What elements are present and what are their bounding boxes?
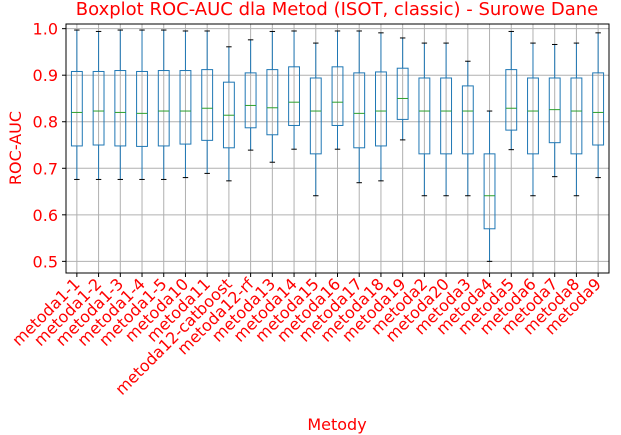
iqr-box	[440, 77, 453, 155]
box-metoda1-3	[114, 29, 127, 180]
box-metoda17	[353, 30, 366, 184]
box-metoda11	[201, 30, 214, 174]
box-metoda1-4	[136, 29, 148, 180]
y-tick-label: 0.5	[33, 252, 58, 271]
iqr-box	[483, 153, 496, 230]
y-tick-label: 0.6	[33, 206, 58, 225]
box-metoda20	[440, 42, 453, 197]
box-metoda1-5	[157, 29, 170, 180]
box-metoda5	[505, 30, 518, 151]
iqr-box	[505, 69, 518, 131]
y-tick-label: 0.9	[33, 66, 58, 85]
y-tick-label: 0.8	[33, 113, 58, 132]
iqr-box	[179, 70, 192, 145]
iqr-box	[92, 70, 105, 146]
y-axis-ticks: 0.5 0.6 0.7 0.8 0.9 1.0	[33, 20, 66, 271]
box-metoda7	[548, 43, 561, 178]
iqr-box	[396, 67, 409, 120]
chart-title: Boxplot ROC-AUC dla Metod (ISOT, classic…	[76, 0, 598, 20]
box-metoda3	[461, 60, 474, 197]
box-metoda19	[396, 37, 409, 141]
iqr-box	[548, 77, 561, 144]
iqr-box	[418, 77, 431, 155]
box-metoda1-2	[92, 30, 105, 180]
box-metoda10	[179, 30, 192, 179]
iqr-box	[375, 71, 387, 147]
y-tick-label: 0.7	[33, 159, 58, 178]
box-metoda6	[527, 42, 539, 197]
box-metoda14	[288, 30, 300, 150]
iqr-box	[244, 72, 257, 129]
iqr-box	[592, 72, 605, 146]
iqr-box	[331, 66, 344, 126]
box-metoda8	[570, 42, 583, 197]
box-metoda13	[266, 30, 279, 163]
iqr-box	[570, 77, 583, 155]
box-metoda2	[418, 42, 431, 197]
box-metoda18	[375, 32, 387, 182]
iqr-box	[527, 77, 539, 155]
iqr-box	[114, 70, 127, 147]
iqr-box	[70, 70, 83, 147]
box-metoda4	[483, 110, 496, 262]
boxes	[70, 29, 605, 262]
box-metoda9	[592, 32, 605, 179]
box-metoda12-catboost	[222, 46, 235, 182]
box-metoda16	[331, 30, 344, 150]
iqr-box	[201, 69, 214, 141]
box-metoda15	[309, 42, 322, 197]
iqr-box	[157, 70, 170, 147]
y-axis-label: ROC-AUC	[6, 111, 25, 185]
iqr-box	[309, 77, 322, 155]
y-tick-label: 1.0	[33, 20, 58, 39]
iqr-box	[288, 66, 300, 126]
x-axis-ticks: metoda1-1metoda1-2metoda1-3metoda1-4meto…	[8, 273, 605, 399]
iqr-box	[136, 70, 148, 147]
x-axis-label: Metody	[307, 415, 366, 434]
box-metoda12-rf	[244, 39, 257, 151]
iqr-box	[266, 69, 279, 136]
iqr-box	[461, 85, 474, 155]
iqr-box	[353, 72, 366, 149]
box-metoda1-1	[70, 29, 83, 180]
